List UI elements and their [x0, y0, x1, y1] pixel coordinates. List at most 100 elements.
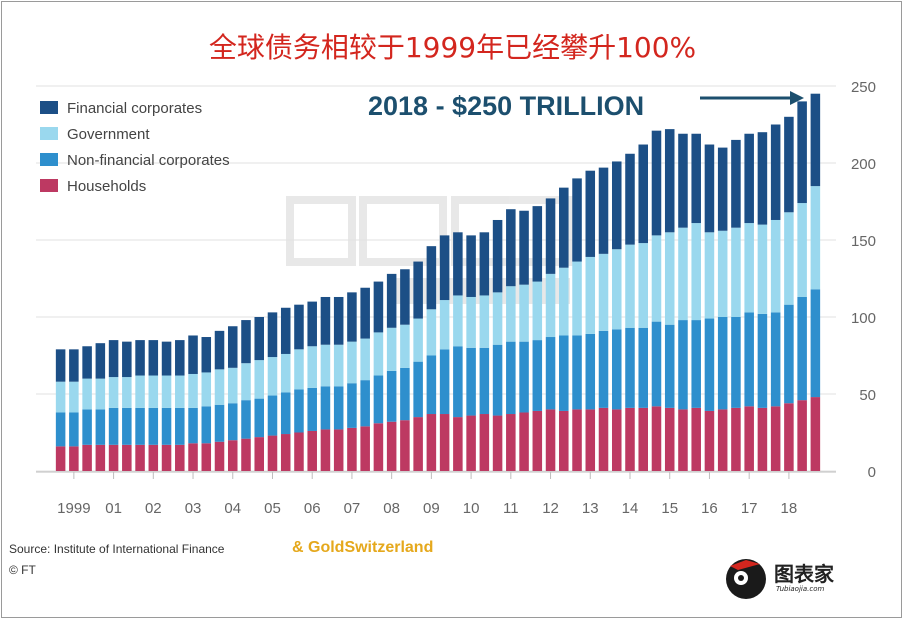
bar-segment — [453, 346, 463, 418]
bar-segment — [241, 320, 251, 364]
bar-segment — [386, 327, 397, 371]
x-tick-label: 04 — [224, 500, 241, 517]
bar-segment — [400, 269, 410, 325]
bar-segment — [95, 343, 106, 379]
bar-segment — [744, 406, 754, 471]
bar-segment — [161, 407, 172, 445]
bar-segment — [506, 209, 516, 287]
bar-segment — [267, 312, 278, 358]
bar-segment — [770, 312, 781, 407]
x-tick-label: 13 — [582, 500, 599, 517]
bar-segment — [161, 375, 172, 408]
bar-segment — [585, 256, 596, 334]
bar-segment — [651, 130, 662, 236]
bar-segment — [55, 446, 66, 471]
brand-logo-url: Tubiaojia.com — [776, 585, 825, 593]
bar-segment — [426, 246, 437, 310]
bar-segment — [161, 444, 172, 471]
bar-segment — [744, 312, 754, 407]
bar-segment — [439, 235, 450, 301]
bar-segment — [572, 178, 582, 262]
bar-segment — [148, 407, 159, 445]
bar-segment — [267, 357, 278, 396]
bar-segment — [625, 244, 635, 328]
bar-segment — [108, 340, 119, 378]
bar-segment — [453, 295, 463, 347]
bar-segment — [148, 375, 159, 408]
bar-segment — [254, 360, 264, 399]
bar-segment — [439, 414, 450, 471]
source-note: Source: Institute of International Finan… — [9, 542, 225, 556]
bar-segment — [135, 340, 145, 376]
copyright-note: © FT — [9, 563, 36, 577]
bar-segment — [214, 404, 225, 442]
bar-segment — [175, 407, 185, 445]
bar-segment — [82, 444, 92, 471]
bar-segment — [188, 373, 198, 408]
bar-segment — [400, 367, 410, 421]
bar-segment — [598, 167, 609, 254]
bar-segment — [479, 295, 490, 348]
bar-segment — [492, 344, 503, 416]
bar-segment — [267, 435, 278, 471]
bar-segment — [413, 261, 423, 319]
bar-segment — [559, 410, 569, 471]
bar-segment — [280, 434, 291, 471]
bar-segment — [386, 370, 397, 422]
bar-segment — [413, 417, 423, 471]
bar-segment — [426, 355, 437, 415]
bar-segment — [175, 340, 185, 376]
bar-segment — [439, 349, 450, 415]
bar-segment — [598, 253, 609, 331]
bar-segment — [227, 403, 238, 441]
bar-segment — [810, 93, 821, 187]
bar-segment — [280, 307, 291, 354]
bar-segment — [532, 340, 543, 411]
x-tick-label: 1999 — [57, 500, 90, 517]
bar-segment — [360, 380, 370, 427]
bar-segment — [479, 347, 490, 415]
bar-segment — [611, 329, 622, 410]
bar-segment — [373, 281, 384, 333]
x-tick-label: 08 — [383, 500, 400, 517]
bar-segment — [122, 377, 132, 408]
x-tick-label: 15 — [661, 500, 678, 517]
x-tick-label: 18 — [781, 500, 798, 517]
annotation-arrow-head — [790, 91, 804, 105]
bar-segment — [108, 407, 119, 445]
bar-segment — [254, 398, 264, 438]
chart-title: 全球债务相较于1999年已经攀升100% — [208, 31, 697, 64]
legend-label: Government — [67, 126, 150, 143]
bar-segment — [400, 324, 410, 368]
bar-segment — [347, 427, 357, 471]
x-tick-label: 03 — [185, 500, 202, 517]
bar-segment — [797, 400, 807, 471]
bar-segment — [294, 349, 304, 390]
bar-segment — [373, 332, 384, 376]
bar-segment — [280, 392, 291, 435]
bar-segment — [651, 321, 662, 407]
bar-segment — [678, 227, 688, 321]
bar-segment — [717, 147, 728, 231]
bar-segment — [559, 267, 569, 336]
bar-segment — [148, 444, 159, 471]
bar-segment — [294, 304, 304, 350]
legend-swatch — [40, 179, 58, 192]
bar-segment — [691, 407, 701, 471]
bar-segment — [532, 206, 543, 282]
bar-segment — [214, 369, 225, 405]
bar-segment — [161, 341, 172, 376]
bar-segment — [704, 318, 715, 411]
bar-segment — [545, 409, 556, 471]
bar-segment — [453, 417, 463, 471]
bar-segment — [691, 320, 701, 408]
bar-segment — [664, 232, 675, 325]
bar-segment — [810, 289, 821, 398]
bar-segment — [413, 318, 423, 362]
bar-segment — [704, 144, 715, 233]
bar-segment — [214, 441, 225, 471]
bar-segment — [731, 317, 741, 408]
bar-segment — [598, 330, 609, 408]
bar-segment — [55, 349, 66, 382]
bar-segment — [188, 443, 198, 471]
